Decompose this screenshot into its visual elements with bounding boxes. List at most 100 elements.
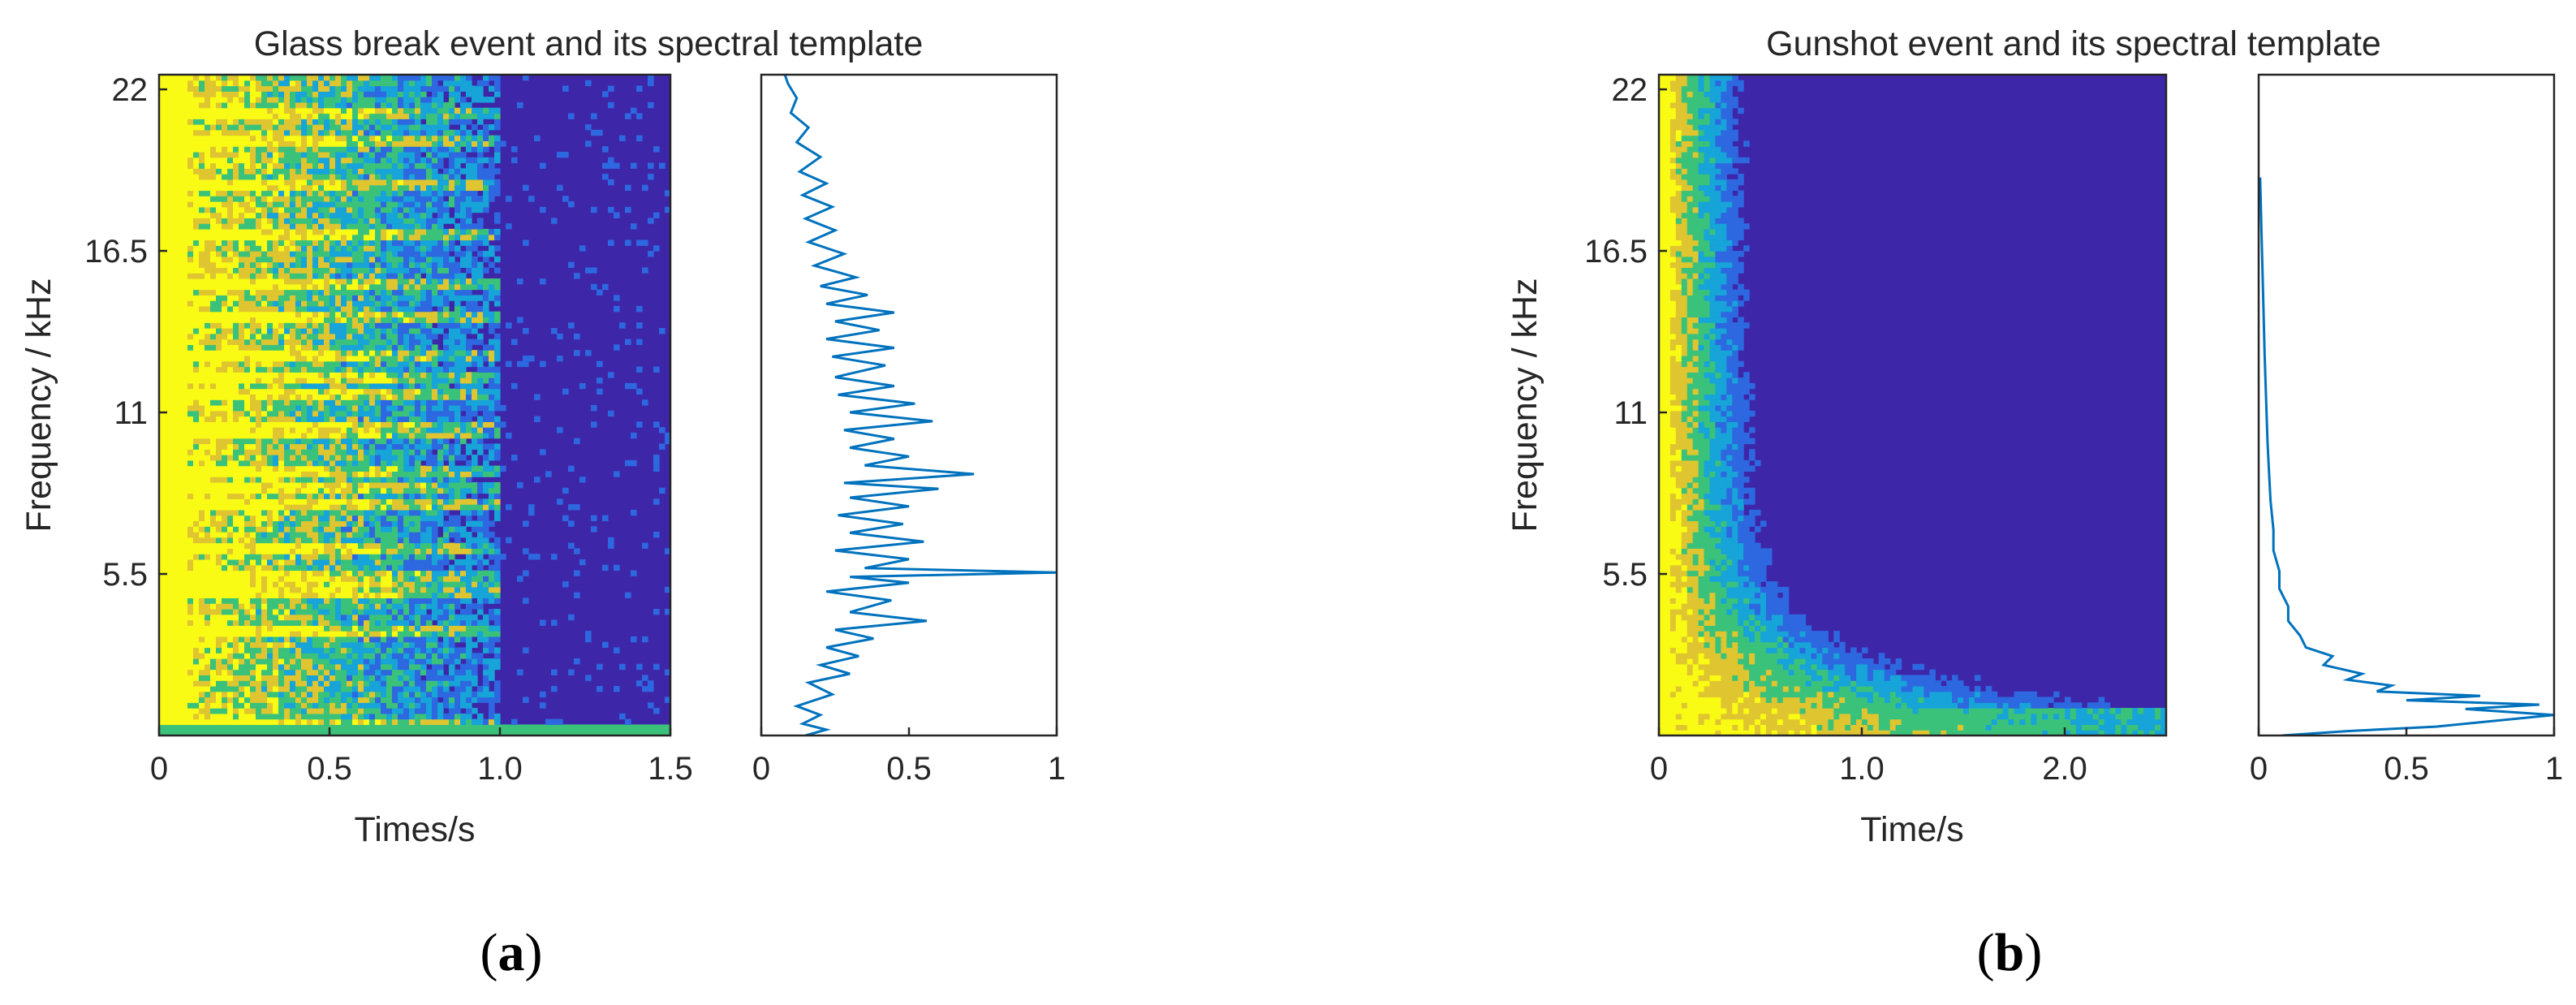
- spectrogram-cell: [403, 438, 410, 445]
- spectrogram-cell: [358, 311, 364, 318]
- spectrogram-cell: [199, 586, 205, 593]
- spectrogram-cell: [409, 394, 416, 400]
- spectrogram-cell: [273, 675, 279, 681]
- spectrogram-cell: [216, 300, 222, 307]
- spectrogram-cell: [239, 377, 245, 384]
- spectrogram-cell: [460, 625, 467, 632]
- spectrogram-cell: [466, 647, 472, 653]
- spectrogram-cell: [477, 377, 484, 384]
- spectrogram-cell: [341, 471, 347, 477]
- spectrogram-cell: [284, 421, 291, 428]
- spectrogram-cell: [182, 372, 188, 378]
- spectrogram-cell: [301, 333, 308, 340]
- spectrogram-cell: [182, 559, 188, 566]
- spectrogram-cell: [307, 449, 313, 455]
- spectrogram-cell: [415, 405, 421, 412]
- spectrogram-cell: [278, 636, 285, 643]
- spectrogram-cell: [295, 394, 302, 400]
- spectrogram-cell: [273, 526, 279, 533]
- spectrogram-cell: [386, 532, 393, 538]
- spectrogram-cell: [301, 498, 308, 505]
- spectrogram-cell: [352, 570, 359, 576]
- spectrogram-cell: [449, 603, 455, 610]
- spectrogram-cell: [193, 559, 200, 566]
- spectrogram-cell: [284, 542, 291, 549]
- spectrogram-cell: [278, 416, 285, 422]
- spectrogram-cell: [193, 493, 200, 499]
- spectrogram-cell: [625, 339, 631, 345]
- spectrogram-cell: [250, 438, 256, 445]
- spectrogram-cell: [187, 333, 194, 340]
- spectrogram-cell: [398, 581, 404, 588]
- spectrogram-cell: [176, 608, 183, 615]
- spectrogram-cell: [250, 405, 256, 412]
- spectrogram-cell: [347, 355, 353, 362]
- spectrogram-cell: [284, 647, 291, 653]
- spectrogram-cell: [165, 554, 171, 560]
- spectrogram-cell: [437, 675, 444, 681]
- spectrogram-cell: [494, 289, 501, 295]
- spectrogram-cell: [454, 410, 461, 417]
- spectrogram-cell: [261, 570, 268, 576]
- spectrogram-cell: [165, 532, 171, 538]
- spectrogram-cell: [301, 718, 308, 726]
- spectrogram-cell: [295, 455, 302, 461]
- spectrogram-cell: [653, 663, 660, 671]
- spectrogram-cell: [250, 350, 256, 356]
- spectrogram-cell: [415, 631, 421, 637]
- spectrogram-cell: [193, 487, 200, 494]
- spectrogram-cell: [165, 388, 171, 395]
- spectrogram-cell: [176, 498, 183, 505]
- spectrogram-cell: [426, 421, 433, 428]
- spectrogram-cell: [261, 653, 268, 659]
- spectrogram-cell: [227, 702, 234, 709]
- spectrogram-cell: [193, 576, 200, 582]
- spectrogram-cell: [403, 636, 410, 643]
- spectrogram-cell: [506, 730, 512, 735]
- spectrogram-cell: [494, 730, 501, 735]
- spectrogram-cell: [250, 504, 256, 511]
- spectrogram-cell: [176, 515, 183, 522]
- spectrogram-cell: [273, 603, 279, 610]
- spectrogram-cell: [477, 504, 484, 511]
- spectrogram-cell: [341, 339, 347, 345]
- spectrogram-cell: [216, 328, 222, 334]
- spectrogram-cell: [381, 537, 387, 544]
- spectrogram-cell: [193, 377, 200, 384]
- spectrogram-cell: [227, 350, 234, 356]
- spectrogram-cell: [227, 680, 234, 687]
- spectrogram-cell: [381, 708, 387, 714]
- spectrogram-cell: [477, 372, 484, 378]
- spectrogram-cell: [301, 713, 308, 720]
- spectrogram-cell: [170, 713, 177, 720]
- spectrogram-cell: [182, 718, 188, 726]
- spectrogram-cell: [420, 487, 427, 494]
- spectrogram-cell: [205, 554, 211, 560]
- spectrogram-cell: [386, 388, 393, 395]
- spectrogram-cell: [307, 487, 313, 494]
- spectrogram-cell: [426, 548, 433, 554]
- spectrogram-cell: [244, 680, 251, 687]
- spectrogram-cell: [307, 718, 313, 726]
- spectrogram-cell: [307, 597, 313, 604]
- spectrogram-cell: [227, 581, 234, 588]
- spectrogram-cell: [460, 526, 467, 533]
- spectrogram-cell: [284, 432, 291, 439]
- spectrogram-cell: [420, 724, 427, 731]
- spectrogram-cell: [426, 658, 433, 665]
- spectrogram-cell: [358, 360, 364, 368]
- spectrogram-cell: [579, 724, 586, 731]
- spectrogram-cell: [256, 388, 262, 395]
- spectrogram-cell: [472, 355, 478, 362]
- spectrogram-cell: [216, 416, 222, 422]
- spectrogram-cell: [489, 597, 495, 604]
- spectrogram-cell: [295, 537, 302, 544]
- spectrogram-cell: [460, 631, 467, 637]
- spectrogram-cell: [233, 322, 239, 329]
- spectrogram-cell: [437, 283, 444, 291]
- spectrogram-cell: [454, 697, 461, 703]
- spectrogram-cell: [193, 713, 200, 720]
- spectrogram-cell: [176, 465, 183, 472]
- spectrogram-cell: [239, 487, 245, 494]
- spectrogram-cell: [330, 675, 336, 681]
